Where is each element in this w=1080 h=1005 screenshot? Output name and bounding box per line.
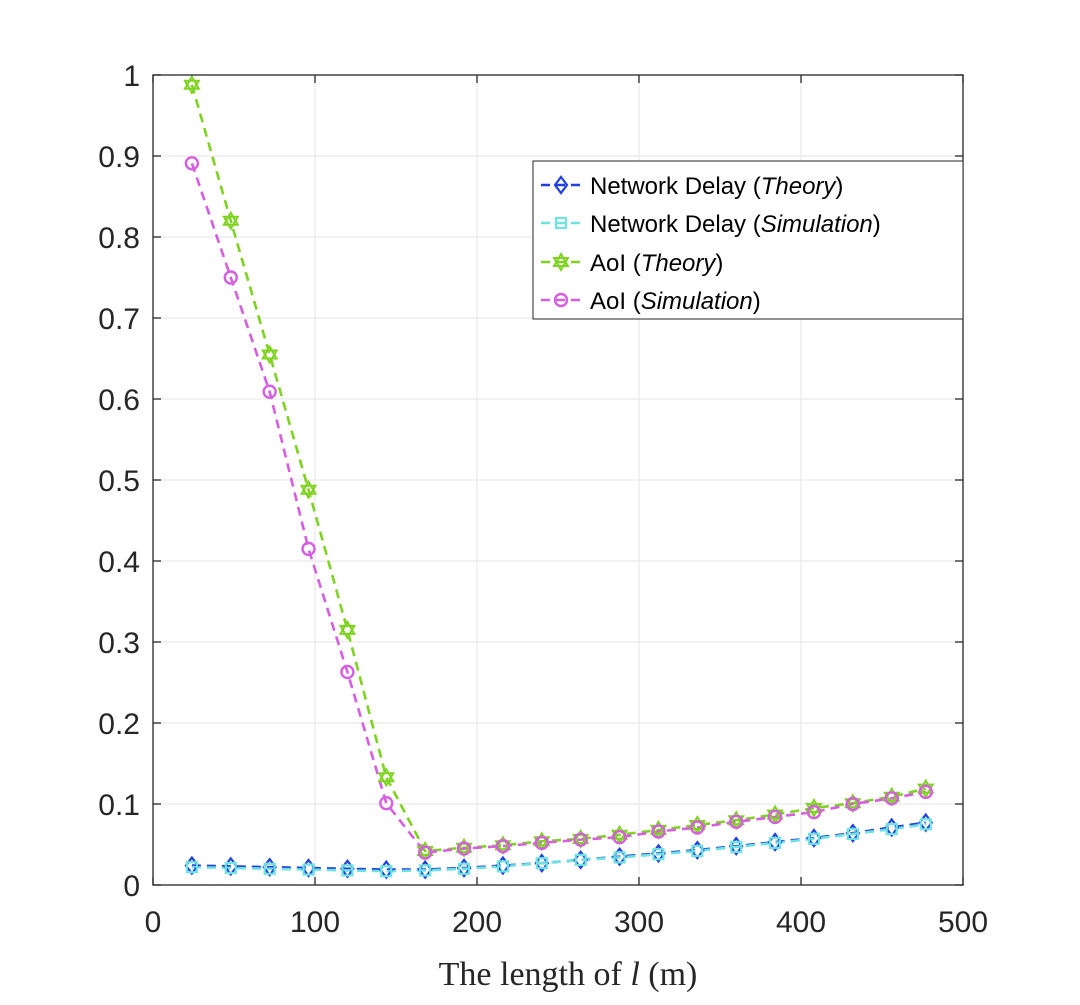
data-point-aoi-simulation xyxy=(417,845,433,860)
data-point-network-delay-simulation xyxy=(652,848,665,861)
data-point-aoi-theory xyxy=(183,74,201,95)
data-point-aoi-simulation xyxy=(612,830,627,845)
legend-marker-network-delay-simulation xyxy=(554,216,568,230)
data-point-network-delay-simulation xyxy=(185,861,198,874)
data-point-network-delay-simulation xyxy=(535,857,548,870)
y-tick-label: 0.6 xyxy=(98,384,140,417)
y-axis: 0 0.1 0.2 0.3 0.4 0.5 0.6 0.7 0.8 0.9 1 xyxy=(98,60,963,903)
legend: Network Delay (Theory) Network Delay (Sim… xyxy=(532,160,964,320)
data-point-aoi-simulation xyxy=(573,832,588,847)
data-point-aoi-theory xyxy=(222,210,240,231)
data-point-aoi-simulation xyxy=(534,835,549,851)
legend-marker-aoi-simulation xyxy=(553,292,569,308)
data-point-network-delay-simulation xyxy=(380,865,393,878)
legend-item-aoi-theory: AoI (Theory) xyxy=(541,250,723,277)
legend-label: Network Delay (Simulation) xyxy=(590,211,881,238)
legend-marker-aoi-theory xyxy=(552,252,570,272)
data-point-aoi-simulation xyxy=(379,795,394,811)
x-tick-label: 200 xyxy=(452,906,502,939)
y-tick-label: 0.7 xyxy=(98,303,140,336)
data-point-network-delay-simulation xyxy=(730,840,743,854)
data-point-aoi-simulation xyxy=(262,384,277,399)
legend-item-network-delay-theory: Network Delay (Theory) xyxy=(541,173,843,200)
x-tick-label: 400 xyxy=(776,906,826,939)
data-point-aoi-simulation xyxy=(690,820,705,835)
data-point-network-delay-simulation xyxy=(263,862,276,875)
y-tick-label: 1 xyxy=(123,60,140,93)
x-axis-label: The length of l (m) xyxy=(439,956,698,993)
data-point-network-delay-simulation xyxy=(691,844,704,858)
data-point-aoi-simulation xyxy=(845,796,861,812)
x-tick-label: 100 xyxy=(290,906,340,939)
series-markers xyxy=(183,74,935,880)
data-point-aoi-simulation xyxy=(340,664,355,680)
data-point-network-delay-simulation xyxy=(807,832,821,845)
legend-label: AoI (Theory) xyxy=(590,250,723,277)
data-point-aoi-simulation xyxy=(651,824,666,839)
data-point-aoi-simulation xyxy=(918,784,933,800)
y-tick-label: 0.8 xyxy=(98,222,140,255)
data-point-aoi-simulation xyxy=(884,791,899,806)
y-tick-label: 0.9 xyxy=(98,141,140,174)
data-point-network-delay-simulation xyxy=(302,863,315,876)
data-point-aoi-simulation xyxy=(729,814,744,830)
x-tick-label: 0 xyxy=(145,906,162,939)
data-point-network-delay-simulation xyxy=(496,860,510,873)
legend-label: Network Delay (Theory) xyxy=(590,173,843,200)
data-point-aoi-simulation xyxy=(223,270,238,285)
data-point-network-delay-simulation xyxy=(919,818,932,831)
data-point-aoi-simulation xyxy=(495,838,511,854)
data-point-network-delay-simulation xyxy=(613,851,626,864)
data-point-network-delay-simulation xyxy=(768,836,782,849)
data-point-aoi-simulation xyxy=(767,809,783,825)
legend-item-aoi-simulation: AoI (Simulation) xyxy=(541,288,761,315)
data-point-aoi-simulation xyxy=(301,541,316,557)
data-point-aoi-simulation xyxy=(456,841,472,856)
y-tick-label: 0 xyxy=(123,870,140,903)
data-point-network-delay-simulation xyxy=(419,864,432,877)
legend-marker-network-delay-theory xyxy=(553,175,569,195)
data-point-network-delay-simulation xyxy=(846,827,859,841)
y-tick-label: 0.2 xyxy=(98,708,140,741)
data-point-network-delay-simulation xyxy=(224,861,237,875)
y-tick-label: 0.5 xyxy=(98,465,140,498)
data-point-network-delay-simulation xyxy=(574,853,587,866)
data-point-network-delay-simulation xyxy=(457,862,471,875)
data-point-aoi-simulation xyxy=(806,804,822,820)
legend-box xyxy=(532,160,964,320)
data-point-network-delay-simulation xyxy=(341,864,354,877)
y-tick-label: 0.1 xyxy=(98,789,140,822)
y-tick-label: 0.4 xyxy=(98,546,140,579)
series-line-network-delay-simulation xyxy=(191,822,926,873)
data-point-aoi-theory xyxy=(260,344,279,365)
legend-label: AoI (Simulation) xyxy=(590,288,761,315)
data-point-aoi-simulation xyxy=(184,156,200,171)
x-axis: 0 100 200 300 400 500 xyxy=(145,75,988,939)
data-point-aoi-theory xyxy=(299,479,318,500)
data-point-network-delay-simulation xyxy=(885,823,898,836)
legend-item-network-delay-simulation: Network Delay (Simulation) xyxy=(541,211,881,238)
x-tick-label: 500 xyxy=(938,906,988,939)
x-tick-label: 300 xyxy=(614,906,664,939)
y-tick-label: 0.3 xyxy=(98,627,140,660)
data-point-aoi-theory xyxy=(338,619,357,640)
data-point-aoi-theory xyxy=(377,767,395,788)
